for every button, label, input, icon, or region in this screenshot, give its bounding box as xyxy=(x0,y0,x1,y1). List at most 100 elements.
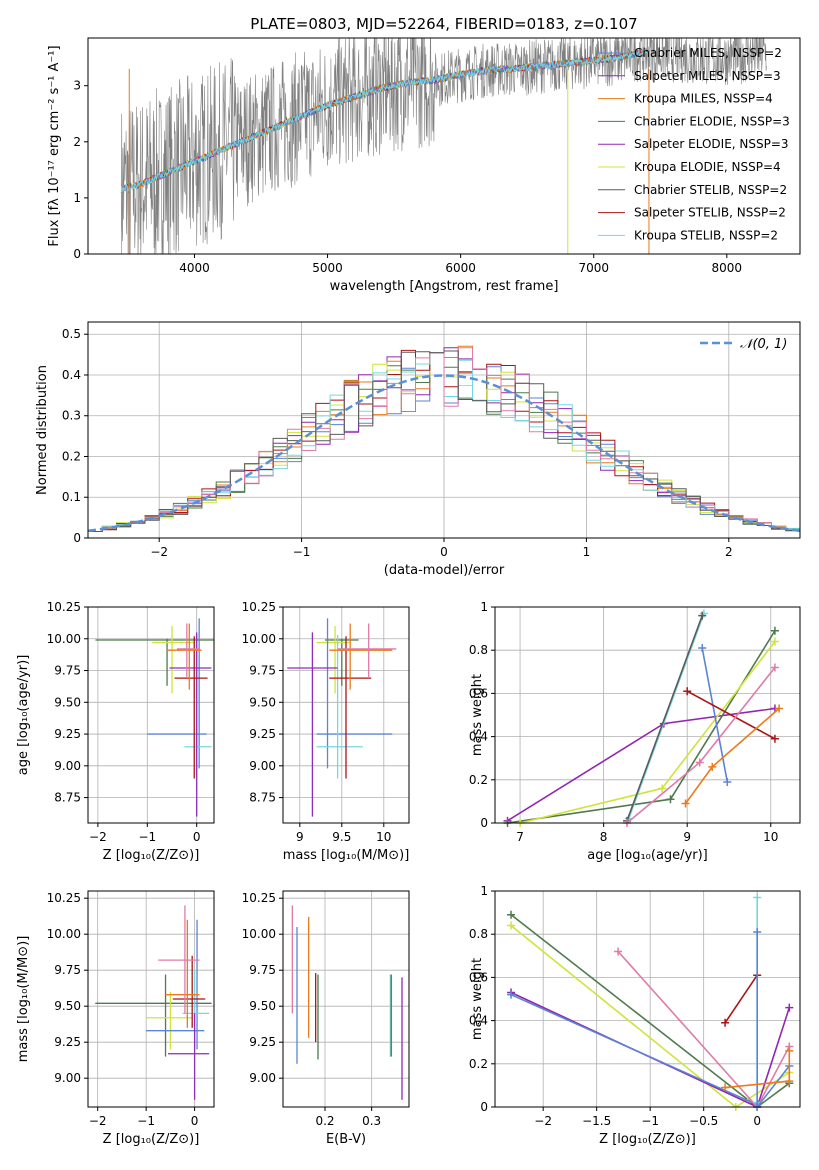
y-tick-label: 0.1 xyxy=(62,490,81,504)
x-tick-label: −1.5 xyxy=(582,1114,611,1128)
weight-line-chabrier_stelib xyxy=(626,615,703,822)
x-tick-label: −1 xyxy=(137,1114,155,1128)
axes-frame xyxy=(282,890,410,1108)
weight-marker xyxy=(507,921,516,930)
y-tick-label: 0 xyxy=(73,247,81,261)
y-tick-label: 0.2 xyxy=(62,449,81,463)
weight-marker xyxy=(753,893,762,902)
y-tick-label: 8.75 xyxy=(249,791,276,805)
y-tick-label: 10.25 xyxy=(47,891,81,905)
weight-marker xyxy=(683,687,692,696)
y-tick-label: 9.25 xyxy=(249,1035,276,1049)
weight-line-kroupa_stelib xyxy=(627,613,705,819)
axes-frame xyxy=(494,606,801,824)
x-tick-label: 0 xyxy=(193,830,201,844)
legend-entry: Chabrier ELODIE, NSSP=3 xyxy=(634,114,790,128)
weight-line-chabrier_miles xyxy=(756,932,790,1110)
x-tick-label: −2 xyxy=(89,830,107,844)
weight-marker xyxy=(785,1046,794,1055)
y-axis-label: Flux [fλ 10⁻¹⁷ erg cm⁻² s⁻¹ A⁻¹] xyxy=(47,45,62,246)
y-tick-label: 9.00 xyxy=(54,759,81,773)
x-tick-label: 8 xyxy=(600,830,608,844)
y-tick-label: 0 xyxy=(73,531,81,545)
y-tick-label: 0 xyxy=(480,816,488,830)
weight-marker xyxy=(708,762,717,771)
y-tick-label: 9.50 xyxy=(249,695,276,709)
y-tick-label: 10.25 xyxy=(242,891,276,905)
weight-marker xyxy=(666,795,675,804)
weight-marker xyxy=(785,1003,794,1012)
weight-marker xyxy=(507,990,516,999)
histogram-pink xyxy=(88,347,800,532)
y-tick-label: 0.4 xyxy=(469,1014,488,1028)
weight-marker xyxy=(614,947,623,956)
weight-line-salpeter_stelib xyxy=(724,974,758,1024)
y-tick-label: 1 xyxy=(73,191,81,205)
y-tick-label: 9.00 xyxy=(54,1071,81,1085)
x-tick-label: 10 xyxy=(763,830,778,844)
weight-marker xyxy=(770,663,779,672)
y-tick-label: 10.25 xyxy=(242,600,276,614)
x-axis-label: (data-model)/error xyxy=(384,563,505,578)
weight-line-chabrier_miles xyxy=(701,647,729,783)
y-tick-label: 0.4 xyxy=(469,730,488,744)
weight-line-salpeter_stelib xyxy=(686,690,776,740)
legend-entry: Kroupa STELIB, NSSP=2 xyxy=(634,228,778,242)
weight-line-pink xyxy=(626,667,776,824)
x-tick-label: 7 xyxy=(516,830,524,844)
y-tick-label: 9.00 xyxy=(249,1071,276,1085)
weight-marker xyxy=(721,1018,730,1027)
axes-frame xyxy=(87,37,801,255)
y-tick-label: 9.75 xyxy=(249,664,276,678)
x-axis-label: Z [log₁₀(Z/Z⊙)] xyxy=(103,1132,200,1147)
x-tick-label: −1 xyxy=(641,1114,659,1128)
y-tick-label: 1 xyxy=(480,600,488,614)
y-tick-label: 10.00 xyxy=(47,927,81,941)
weight-line-kroupa_elodie xyxy=(519,641,776,824)
x-axis-label: mass [log₁₀(M/M⊙)] xyxy=(283,848,410,863)
weight-marker xyxy=(723,777,732,786)
y-axis-label: mass weight xyxy=(470,674,485,756)
y-tick-label: 0.2 xyxy=(469,773,488,787)
x-tick-label: 1 xyxy=(583,545,591,559)
weight-marker xyxy=(770,626,779,635)
y-tick-label: 0.6 xyxy=(469,686,488,700)
y-tick-label: 0.5 xyxy=(62,327,81,341)
y-axis-label: mass weight xyxy=(470,958,485,1040)
weight-marker xyxy=(698,644,707,653)
legend-entry: Kroupa ELODIE, NSSP=4 xyxy=(634,160,781,174)
x-tick-label: 10 xyxy=(376,830,391,844)
y-tick-label: 9.25 xyxy=(54,727,81,741)
x-tick-label: 4000 xyxy=(179,261,210,275)
weight-line-chabrier_miles xyxy=(510,993,758,1106)
legend-entry: Chabrier MILES, NSSP=2 xyxy=(634,46,782,60)
x-axis-label: wavelength [Angstrom, rest frame] xyxy=(330,279,559,294)
x-tick-label: −2 xyxy=(534,1114,552,1128)
x-tick-label: −2 xyxy=(150,545,168,559)
y-tick-label: 9.25 xyxy=(249,727,276,741)
weight-marker xyxy=(695,758,704,767)
weight-marker xyxy=(770,637,779,646)
y-tick-label: 9.50 xyxy=(249,999,276,1013)
y-tick-label: 8.75 xyxy=(54,791,81,805)
chart-title: PLATE=0803, MJD=52264, FIBERID=0183, z=0… xyxy=(250,15,637,33)
weight-marker xyxy=(658,784,667,793)
x-tick-label: 9 xyxy=(683,830,691,844)
x-tick-label: 0 xyxy=(191,1114,199,1128)
x-tick-label: 7000 xyxy=(578,261,609,275)
x-tick-label: 6000 xyxy=(445,261,476,275)
y-tick-label: 0.8 xyxy=(469,927,488,941)
x-tick-label: 9 xyxy=(296,830,304,844)
x-axis-label: Z [log₁₀(Z/Z⊙)] xyxy=(599,1132,696,1147)
axes-frame xyxy=(87,890,215,1108)
y-tick-label: 0 xyxy=(480,1100,488,1114)
y-tick-label: 9.75 xyxy=(54,664,81,678)
y-tick-label: 0.4 xyxy=(62,368,81,382)
y-tick-label: 10.00 xyxy=(242,927,276,941)
y-tick-label: 0.3 xyxy=(62,409,81,423)
y-tick-label: 10.00 xyxy=(47,632,81,646)
x-tick-label: 5000 xyxy=(312,261,343,275)
legend-entry: 𝒩(0, 1) xyxy=(740,337,787,352)
y-tick-label: 10.00 xyxy=(242,632,276,646)
x-axis-label: Z [log₁₀(Z/Z⊙)] xyxy=(103,848,200,863)
